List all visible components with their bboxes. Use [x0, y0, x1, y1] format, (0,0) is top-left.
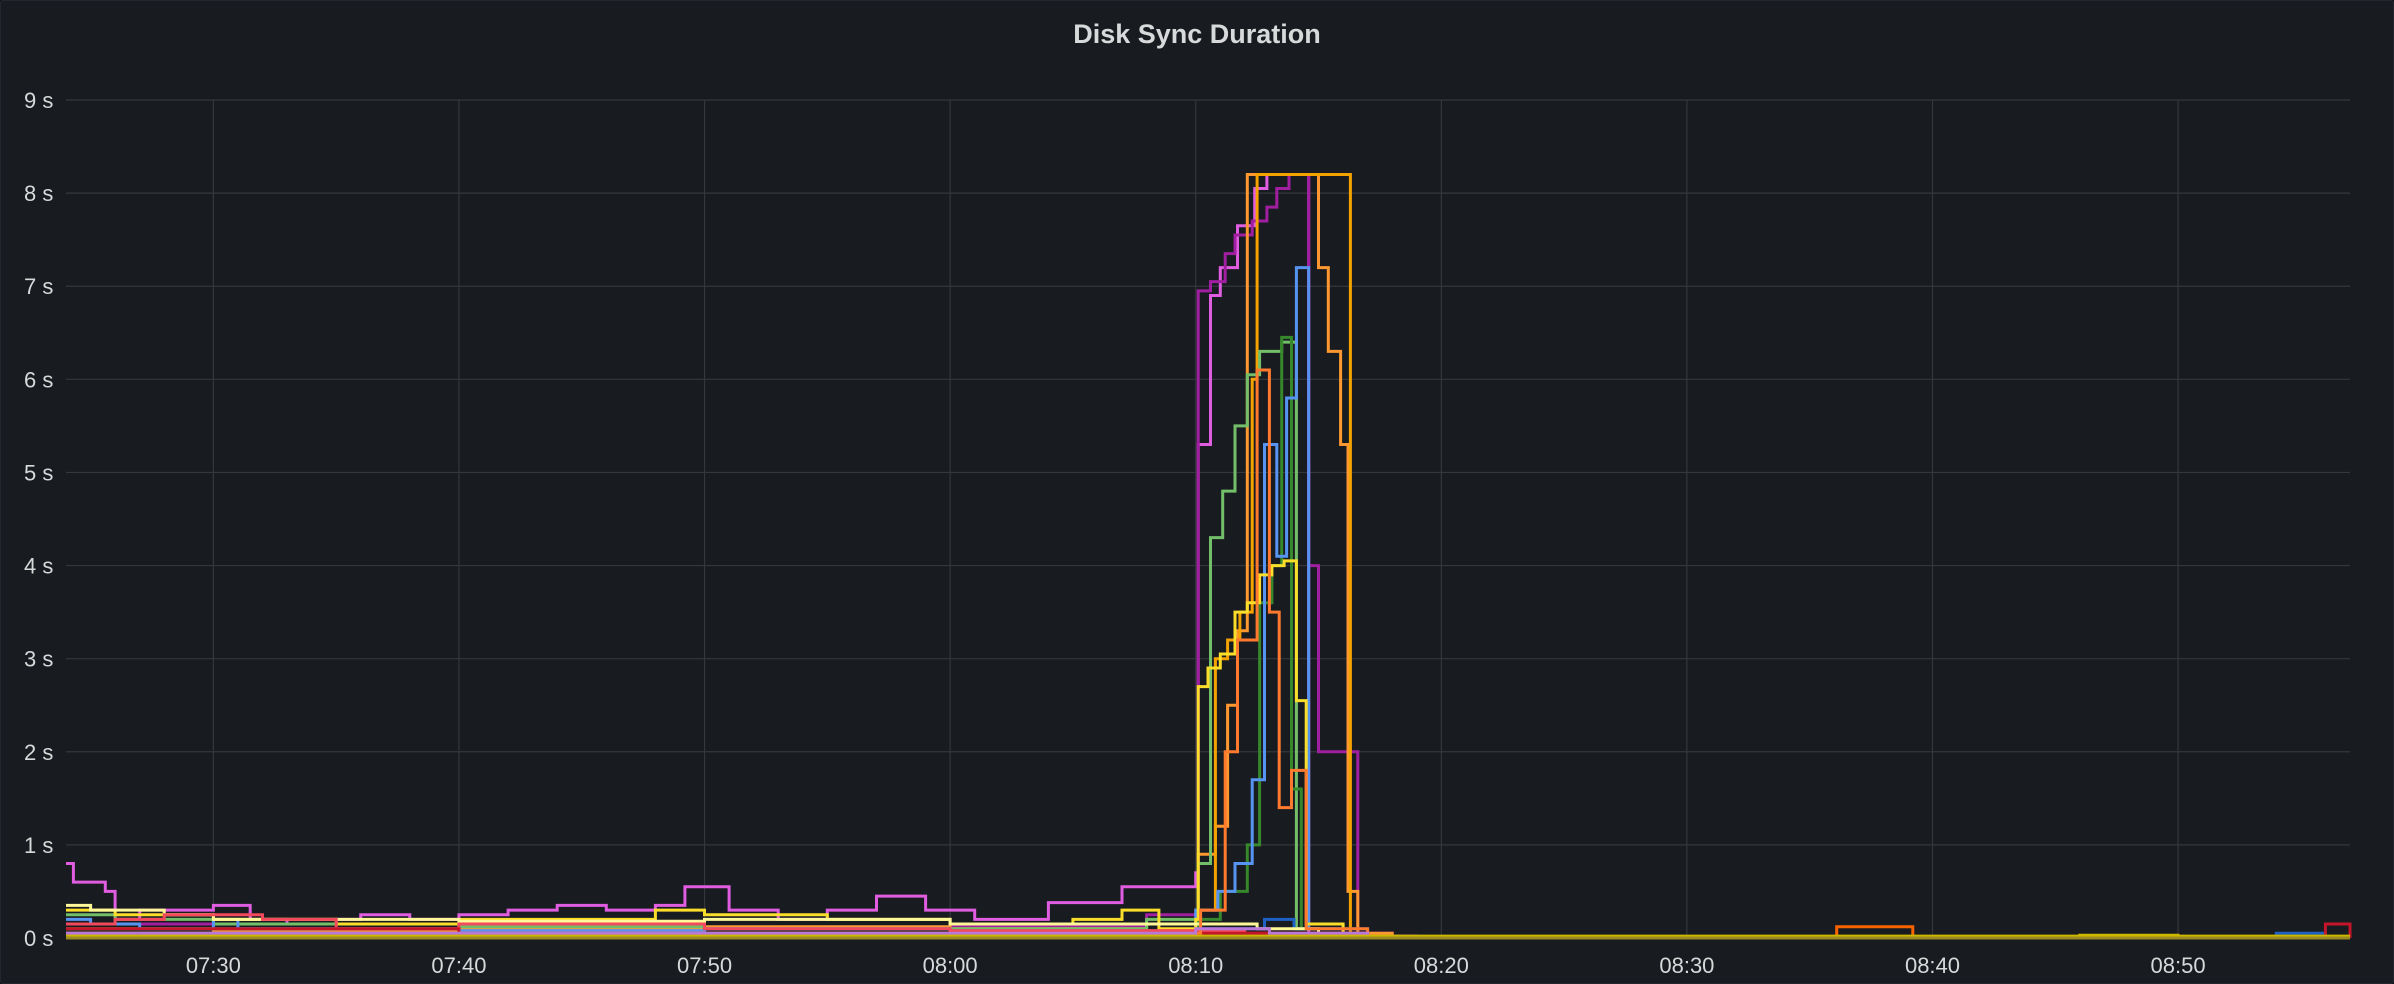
series-line-1[interactable] — [66, 173, 2350, 940]
x-tick-label: 08:30 — [1659, 953, 1714, 978]
series-line-5[interactable] — [66, 340, 2350, 940]
panel-title[interactable]: Disk Sync Duration — [1073, 19, 1321, 49]
grid — [66, 99, 2350, 939]
x-tick-label: 08:10 — [1168, 953, 1223, 978]
y-tick-label: 2 s — [24, 740, 53, 765]
y-axis: 0 s 1 s 2 s 3 s 4 s 5 s 6 s 7 s 8 s 9 s — [24, 88, 53, 951]
y-tick-label: 0 s — [24, 926, 53, 951]
y-tick-label: 6 s — [24, 367, 53, 392]
y-tick-label: 7 s — [24, 274, 53, 299]
x-tick-label: 08:20 — [1414, 953, 1469, 978]
y-tick-label: 1 s — [24, 833, 53, 858]
series-line-4[interactable] — [66, 173, 2350, 940]
x-tick-label: 08:00 — [923, 953, 978, 978]
series-line-9[interactable] — [66, 559, 2350, 940]
series-line-7[interactable] — [66, 266, 2350, 940]
series-line-10[interactable] — [66, 903, 2350, 940]
y-tick-label: 3 s — [24, 647, 53, 672]
x-tick-label: 07:30 — [186, 953, 241, 978]
y-tick-label: 5 s — [24, 460, 53, 485]
series-line-13[interactable] — [66, 368, 2350, 940]
x-tick-label: 08:50 — [2151, 953, 2206, 978]
y-tick-label: 4 s — [24, 554, 53, 579]
x-tick-label: 07:40 — [431, 953, 486, 978]
x-tick-label: 07:50 — [677, 953, 732, 978]
y-tick-label: 9 s — [24, 88, 53, 113]
series-line-6[interactable] — [66, 335, 2350, 940]
y-tick-label: 8 s — [24, 181, 53, 206]
series-line-3[interactable] — [66, 173, 2350, 940]
series-group — [66, 173, 2352, 940]
series-line-16[interactable] — [66, 933, 2350, 938]
series-line-2[interactable] — [66, 173, 2350, 940]
x-axis: 07:30 07:40 07:50 08:00 08:10 08:20 08:30 08:40… — [186, 953, 2206, 978]
x-tick-label: 08:40 — [1905, 953, 1960, 978]
